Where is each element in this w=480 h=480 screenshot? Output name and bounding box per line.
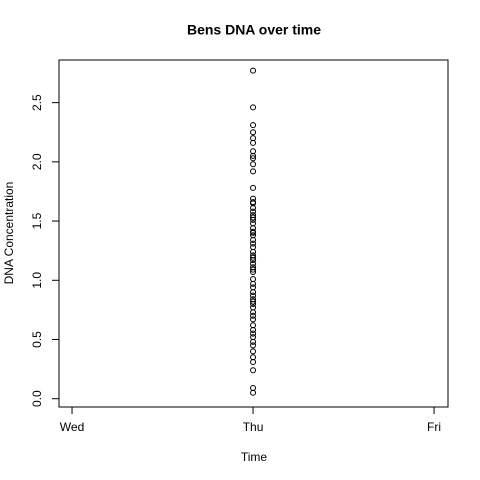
point [250, 268, 257, 275]
x-tick-label: Thu [243, 420, 264, 434]
point [250, 205, 257, 212]
chart-title: Bens DNA over time [187, 22, 321, 38]
point [250, 309, 257, 316]
point [250, 312, 257, 319]
point [250, 240, 257, 247]
point [250, 168, 257, 175]
x-tick-label: Wed [60, 420, 84, 434]
y-tick-label: 1.5 [30, 212, 44, 229]
point [250, 214, 257, 221]
point [250, 338, 257, 345]
point [250, 389, 257, 396]
point [250, 248, 257, 255]
point [250, 152, 257, 159]
point [250, 358, 257, 365]
y-axis-label: DNA Concentration [2, 182, 16, 285]
y-tick-label: 1.0 [30, 272, 44, 289]
point [250, 300, 257, 307]
point [250, 254, 257, 261]
point [250, 367, 257, 374]
x-tick-label: Fri [427, 420, 441, 434]
point [250, 184, 257, 191]
point [250, 155, 257, 162]
x-axis-label: Time [241, 450, 268, 464]
point [250, 257, 257, 264]
point [250, 266, 257, 273]
point [250, 237, 257, 244]
point [250, 104, 257, 111]
point [250, 327, 257, 334]
point [250, 129, 257, 136]
point [250, 330, 257, 337]
point [250, 348, 257, 355]
y-tick-label: 2.0 [30, 153, 44, 170]
y-tick-label: 2.5 [30, 94, 44, 111]
point [250, 139, 257, 146]
point [250, 289, 257, 296]
point [250, 292, 257, 299]
point [250, 342, 257, 349]
point [250, 122, 257, 129]
y-tick-label: 0.0 [30, 390, 44, 407]
point [250, 216, 257, 223]
y-tick-label: 0.5 [30, 331, 44, 348]
point [250, 67, 257, 74]
point [250, 316, 257, 323]
point [250, 298, 257, 305]
point [250, 280, 257, 287]
point [250, 229, 257, 236]
point [250, 208, 257, 215]
point [250, 260, 257, 267]
point [250, 161, 257, 168]
